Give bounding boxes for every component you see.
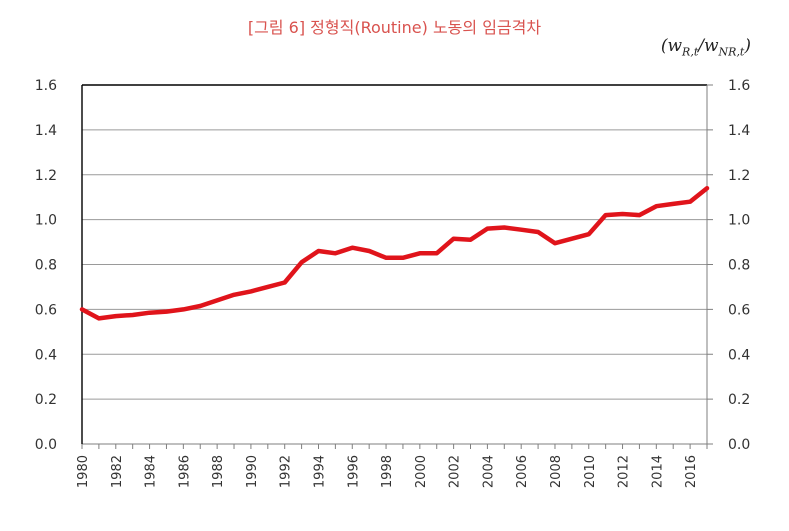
unit-label: (wR,t/wNR,t) <box>661 36 751 58</box>
x-tick-label: 2000 <box>414 455 429 488</box>
data-point <box>588 233 590 235</box>
y-tick-label-right: 0.4 <box>728 347 750 363</box>
x-tick-label: 2006 <box>515 455 530 488</box>
data-point <box>622 213 624 215</box>
data-point <box>537 231 539 233</box>
y-tick-label-left: 1.2 <box>35 168 57 184</box>
data-point <box>182 308 184 310</box>
data-point <box>368 250 370 252</box>
data-point <box>655 205 657 207</box>
y-tick-label-left: 0.8 <box>35 258 57 274</box>
x-tick-label: 2008 <box>549 455 564 488</box>
data-point <box>149 312 151 314</box>
data-point <box>689 201 691 203</box>
data-point <box>520 229 522 231</box>
x-tick-label: 1980 <box>76 455 91 488</box>
x-tick-label: 2012 <box>617 455 632 488</box>
unit-close: ) <box>744 36 751 56</box>
x-tick-label: 1998 <box>380 455 395 488</box>
data-point <box>301 261 303 263</box>
unit-open: (w <box>660 36 683 56</box>
x-tick-label: 1982 <box>110 455 125 488</box>
series-line-wage-gap <box>79 185 710 321</box>
y-tick-label-right: 1.4 <box>728 123 750 139</box>
x-tick-label: 1996 <box>346 455 361 488</box>
data-point <box>385 257 387 259</box>
data-point <box>81 308 83 310</box>
axes <box>81 84 713 449</box>
y-tick-label-right: 0.0 <box>728 437 750 453</box>
x-tick-label: 1988 <box>211 455 226 488</box>
data-point <box>98 317 100 319</box>
y-tick-labels-left: 0.0 0.2 0.4 0.6 0.8 1.0 1.2 1.4 1.6 <box>35 78 57 453</box>
data-point <box>216 299 218 301</box>
x-tick-label: 2010 <box>583 455 598 488</box>
data-point <box>554 242 556 244</box>
data-point <box>436 252 438 254</box>
data-point <box>250 290 252 292</box>
y-tick-label-right: 0.6 <box>728 302 750 318</box>
y-tick-label-left: 1.0 <box>35 213 57 229</box>
data-point <box>503 226 505 228</box>
data-point <box>132 314 134 316</box>
x-tick-label: 2002 <box>448 455 463 488</box>
y-tick-labels-right: 0.0 0.2 0.4 0.6 0.8 1.0 1.2 1.4 1.6 <box>728 78 750 453</box>
y-tick-label-right: 1.2 <box>728 168 750 184</box>
y-tick-label-right: 0.8 <box>728 258 750 274</box>
data-point <box>233 294 235 296</box>
y-tick-label-left: 0.2 <box>35 392 57 408</box>
unit-slash: /w <box>698 36 719 56</box>
y-tick-label-left: 0.0 <box>35 437 57 453</box>
chart-title: [그림 6] 정형직(Routine) 노동의 임금격차 <box>247 18 542 37</box>
data-point <box>638 214 640 216</box>
x-tick-label: 1984 <box>144 455 159 488</box>
y-tick-label-left: 0.4 <box>35 347 57 363</box>
data-point <box>267 286 269 288</box>
y-tick-label-left: 0.6 <box>35 302 57 318</box>
x-tick-label: 1990 <box>245 455 260 488</box>
y-tick-label-right: 1.0 <box>728 213 750 229</box>
data-point <box>486 228 488 230</box>
x-tick-label: 1994 <box>312 455 327 488</box>
data-point <box>317 250 319 252</box>
y-tick-label-left: 1.6 <box>35 78 57 94</box>
x-tick-label: 1986 <box>177 455 192 488</box>
y-tick-label-left: 1.4 <box>35 123 57 139</box>
data-point <box>199 305 201 307</box>
data-point <box>402 257 404 259</box>
gridlines <box>82 84 707 445</box>
data-point <box>571 238 573 240</box>
data-point <box>605 214 607 216</box>
data-point <box>351 247 353 249</box>
x-tick-label: 2014 <box>650 455 665 488</box>
y-tick-label-right: 0.2 <box>728 392 750 408</box>
x-tick-labels: 1980 1982 1984 1986 1988 1990 1992 1994 1996 1998… <box>76 455 699 488</box>
unit-sub-nr: NR,t <box>718 45 745 59</box>
data-point <box>470 239 472 241</box>
data-point <box>419 252 421 254</box>
data-point <box>284 281 286 283</box>
unit-sub-r: R,t <box>682 45 699 59</box>
series-layer <box>79 185 710 321</box>
data-point <box>115 315 117 317</box>
data-point <box>706 187 708 189</box>
data-point <box>165 311 167 313</box>
data-point <box>672 203 674 205</box>
y-tick-label-right: 1.6 <box>728 78 750 94</box>
x-tick-label: 2016 <box>684 455 699 488</box>
x-tick-label: 2004 <box>481 455 496 488</box>
data-point <box>334 252 336 254</box>
x-tick-label: 1992 <box>279 455 294 488</box>
data-point <box>453 238 455 240</box>
